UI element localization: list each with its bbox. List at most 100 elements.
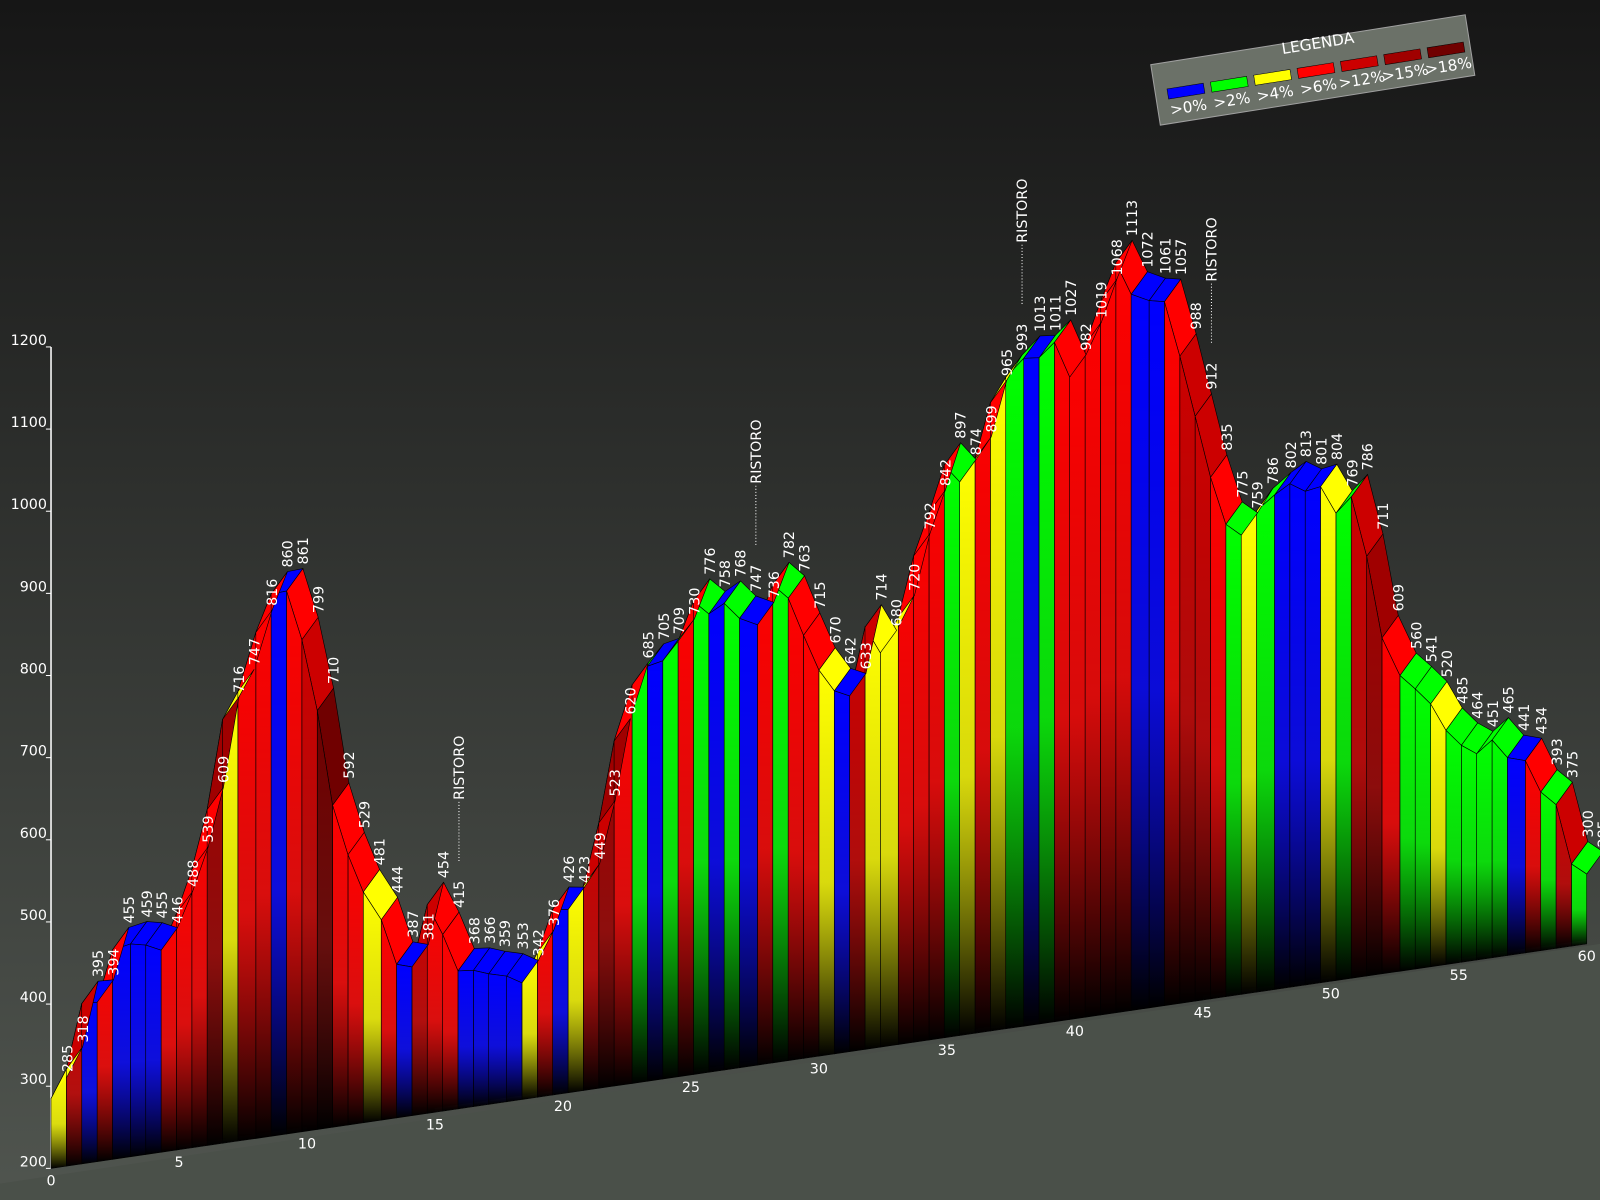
y-tick-label: 500 [20, 908, 47, 924]
value-label: 813 [1299, 430, 1315, 457]
value-label: 775 [1235, 471, 1251, 498]
segment-face [1350, 496, 1367, 979]
y-tick-label: 800 [20, 661, 47, 677]
value-label: 802 [1284, 441, 1300, 468]
value-label: 747 [247, 638, 263, 665]
legend-label: >0% [1169, 96, 1208, 120]
value-label: 1011 [1048, 295, 1064, 331]
segment-face [1304, 486, 1321, 986]
value-label: 758 [718, 560, 734, 587]
segment-face [662, 640, 679, 1080]
y-tick-label: 300 [20, 1072, 47, 1088]
segment-face [1414, 688, 1431, 970]
value-label: 804 [1330, 433, 1346, 460]
annotation-label: RISTORO [452, 736, 468, 800]
segment-face [1130, 293, 1150, 1011]
legend-swatch [1340, 55, 1379, 72]
value-label: 642 [844, 637, 860, 664]
value-label: 285 [1596, 820, 1600, 847]
segment-face [237, 632, 257, 1142]
segment-face [1461, 744, 1477, 963]
segment-face [1069, 344, 1086, 1020]
segment-face [332, 805, 349, 1128]
annotation-label: RISTORO [749, 419, 765, 483]
x-tick-label: 40 [1066, 1024, 1084, 1040]
value-label: 423 [577, 856, 593, 883]
value-label: 394 [107, 949, 123, 976]
segment-face [255, 593, 272, 1139]
segment-face [818, 669, 835, 1057]
segment-face [1540, 791, 1557, 951]
value-label: 763 [798, 544, 814, 571]
x-tick-label: 30 [810, 1061, 828, 1077]
value-label: 768 [734, 550, 750, 577]
legend-label: >4% [1255, 82, 1294, 106]
segment-face [130, 943, 147, 1158]
y-tick-label: 400 [20, 990, 47, 1006]
value-label: 1072 [1141, 231, 1157, 267]
value-label: 747 [749, 565, 765, 592]
y-tick-label: 1000 [11, 497, 47, 513]
segment-face [1038, 341, 1055, 1025]
value-label: 444 [391, 866, 407, 893]
segment-face [943, 464, 960, 1039]
segment-face [457, 969, 474, 1110]
legend: LEGENDA >0% >2% >4% >6% >12%>15%>18% [1150, 14, 1476, 126]
value-label: 359 [498, 920, 514, 947]
value-label: 993 [1015, 324, 1031, 351]
value-label: 520 [1440, 650, 1456, 677]
value-label: 1113 [1125, 200, 1141, 236]
segment-face [1525, 760, 1542, 954]
segment-face [1023, 357, 1040, 1027]
value-label: 454 [437, 851, 453, 878]
segment-face [739, 617, 758, 1069]
segment-face [1491, 739, 1508, 959]
segment-face [1430, 702, 1447, 968]
value-label: 816 [265, 579, 281, 606]
segment-face [787, 598, 804, 1061]
value-label: 982 [1079, 323, 1095, 350]
value-label: 353 [516, 922, 532, 949]
value-label: 714 [874, 573, 890, 600]
value-label: 415 [452, 881, 468, 908]
value-label: 988 [1189, 302, 1205, 329]
value-label: 685 [641, 631, 657, 658]
segment-face [145, 944, 162, 1155]
value-label: 366 [483, 917, 499, 944]
segment-face [301, 639, 318, 1133]
segment-face [1335, 496, 1352, 981]
value-label: 720 [908, 564, 924, 591]
segment-face [897, 555, 914, 1045]
value-label: 716 [232, 666, 248, 693]
value-label: 776 [703, 548, 719, 575]
value-label: 488 [186, 860, 202, 887]
value-label: 759 [1251, 481, 1267, 508]
segment-face [270, 590, 287, 1137]
segment-face [913, 512, 930, 1043]
value-label: 860 [281, 540, 297, 567]
segment-face [488, 973, 507, 1105]
value-label: 434 [1535, 707, 1551, 734]
segment-face [1399, 674, 1416, 972]
segment-face [1256, 494, 1275, 993]
legend-swatch [1426, 41, 1466, 59]
value-label: 709 [672, 607, 688, 634]
segment-face [723, 602, 740, 1071]
value-label: 464 [1471, 692, 1487, 719]
segment-face [772, 584, 789, 1064]
value-label: 465 [1501, 686, 1517, 713]
value-label: 1068 [1110, 239, 1126, 275]
y-tick-label: 200 [20, 1154, 47, 1170]
y-tick-label: 900 [20, 579, 47, 595]
value-label: 426 [562, 856, 578, 883]
value-label: 285 [60, 1045, 76, 1072]
value-label: 485 [1455, 677, 1471, 704]
value-label: 609 [217, 756, 233, 783]
value-label: 441 [1517, 704, 1533, 731]
value-label: 451 [1486, 700, 1502, 727]
x-tick-label: 25 [682, 1080, 700, 1096]
value-label: 541 [1425, 635, 1441, 662]
segment-face [708, 602, 725, 1073]
value-label: 376 [547, 899, 563, 926]
